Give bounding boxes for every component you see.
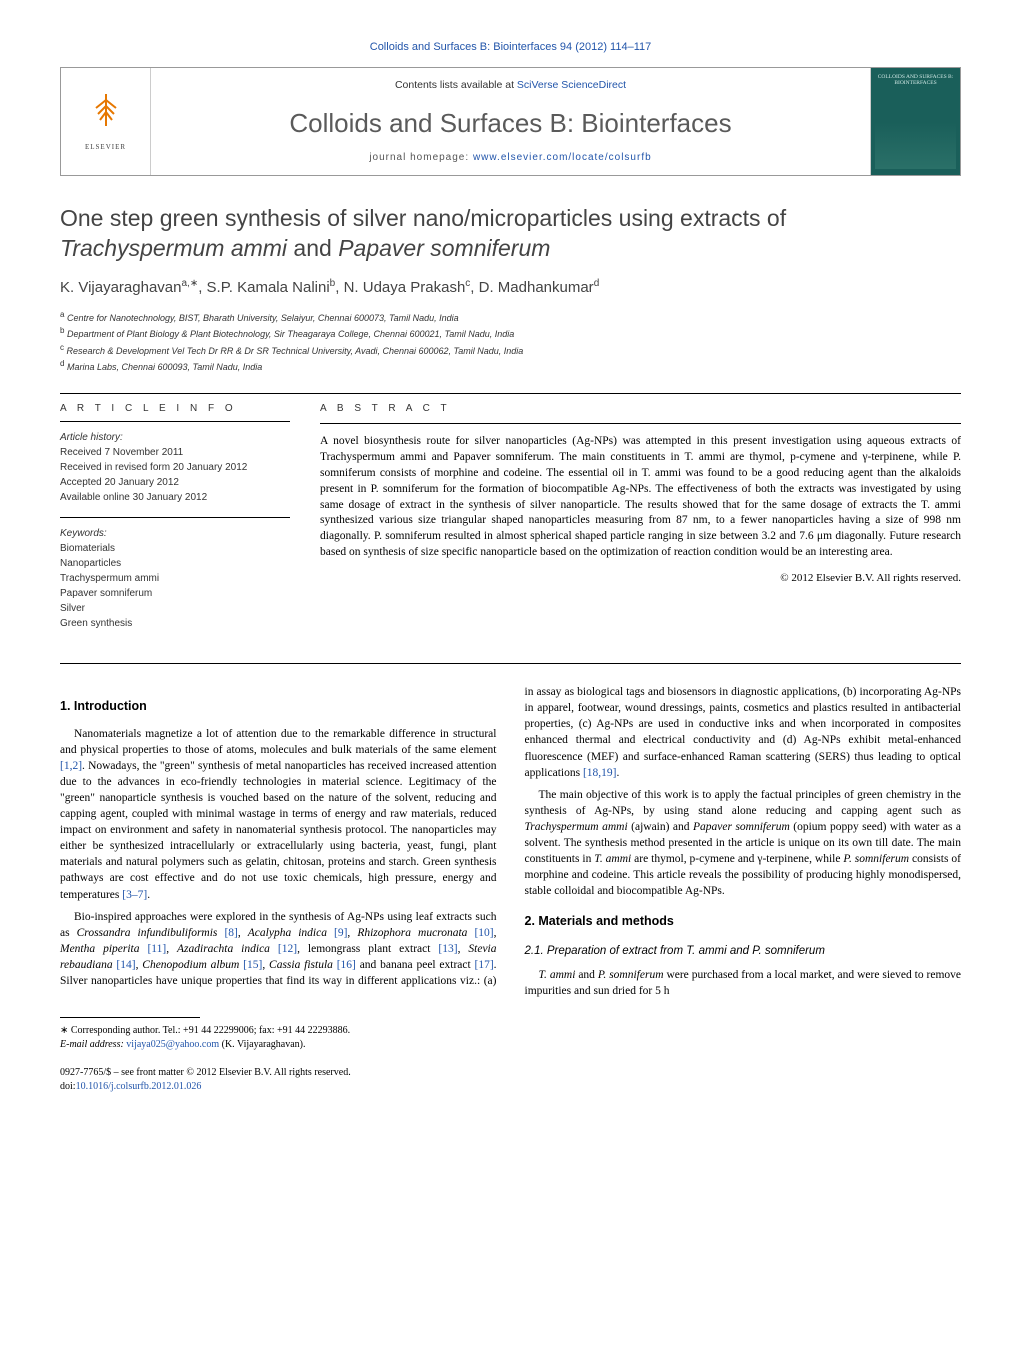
history-item: Available online 30 January 2012 [60, 490, 290, 505]
footnote-rule [60, 1017, 200, 1018]
section-2-1-heading: 2.1. Preparation of extract from T. ammi… [525, 943, 962, 959]
title-text-1: One step green synthesis of silver nano/… [60, 205, 786, 231]
keyword: Nanoparticles [60, 556, 290, 571]
front-matter-line: 0927-7765/$ – see front matter © 2012 El… [60, 1066, 961, 1080]
elsevier-tree-icon [86, 90, 126, 141]
doi-line: doi:10.1016/j.colsurfb.2012.01.026 [60, 1080, 961, 1094]
keyword: Papaver somniferum [60, 586, 290, 601]
abstract-heading: a b s t r a c t [320, 402, 961, 416]
cover-title-text: COLLOIDS AND SURFACES B: BIOINTERFACES [875, 74, 956, 87]
journal-name: Colloids and Surfaces B: Biointerfaces [171, 106, 850, 141]
history-item: Received 7 November 2011 [60, 445, 290, 460]
info-rule [60, 517, 290, 518]
journal-cover-thumb: COLLOIDS AND SURFACES B: BIOINTERFACES [870, 68, 960, 175]
author-list: K. Vijayaraghavana,∗, S.P. Kamala Nalini… [60, 277, 961, 298]
info-abstract-row: a r t i c l e i n f o Article history: R… [60, 402, 961, 644]
keywords-block: Keywords: Biomaterials Nanoparticles Tra… [60, 526, 290, 631]
section-1-para-1: Nanomaterials magnetize a lot of attenti… [60, 726, 497, 903]
homepage-line: journal homepage: www.elsevier.com/locat… [171, 151, 850, 165]
corresponding-author-footnote: ∗ Corresponding author. Tel.: +91 44 222… [60, 1024, 961, 1052]
body-two-column: 1. Introduction Nanomaterials magnetize … [60, 684, 961, 999]
section-2-1-para-1: T. ammi and P. somniferum were purchased… [525, 967, 962, 999]
article-title: One step green synthesis of silver nano/… [60, 204, 961, 264]
footnote-email-tail: (K. Vijayaraghavan). [219, 1039, 305, 1050]
rule-top [60, 393, 961, 394]
elsevier-logo: ELSEVIER [76, 91, 136, 151]
article-info-heading: a r t i c l e i n f o [60, 402, 290, 416]
keyword: Trachyspermum ammi [60, 571, 290, 586]
affiliations: a Centre for Nanotechnology, BIST, Bhara… [60, 309, 961, 375]
footnote-text: Corresponding author. Tel.: +91 44 22299… [68, 1025, 350, 1036]
abstract-text: A novel biosynthesis route for silver na… [320, 434, 961, 561]
article-info-column: a r t i c l e i n f o Article history: R… [60, 402, 290, 644]
header-center: Contents lists available at SciVerse Sci… [151, 68, 870, 175]
title-species-2: Papaver somniferum [338, 235, 550, 261]
article-history-block: Article history: Received 7 November 201… [60, 430, 290, 505]
section-1-heading: 1. Introduction [60, 698, 497, 716]
section-1-para-3: The main objective of this work is to ap… [525, 787, 962, 900]
keyword: Green synthesis [60, 616, 290, 631]
contents-prefix: Contents lists available at [395, 79, 517, 91]
contents-available-line: Contents lists available at SciVerse Sci… [171, 78, 850, 92]
history-item: Accepted 20 January 2012 [60, 475, 290, 490]
footnote-email-link[interactable]: vijaya025@yahoo.com [126, 1039, 219, 1050]
homepage-prefix: journal homepage: [369, 152, 473, 163]
keyword: Silver [60, 601, 290, 616]
abstract-column: a b s t r a c t A novel biosynthesis rou… [320, 402, 961, 644]
doi-label: doi: [60, 1081, 76, 1092]
abstract-copyright: © 2012 Elsevier B.V. All rights reserved… [320, 571, 961, 586]
title-and: and [287, 235, 338, 261]
bottom-matter: 0927-7765/$ – see front matter © 2012 El… [60, 1066, 961, 1094]
cover-image-area [875, 91, 956, 169]
publisher-logo-cell: ELSEVIER [61, 68, 151, 175]
history-item: Received in revised form 20 January 2012 [60, 460, 290, 475]
homepage-link[interactable]: www.elsevier.com/locate/colsurfb [473, 152, 652, 163]
running-head: Colloids and Surfaces B: Biointerfaces 9… [60, 40, 961, 55]
footnote-email-label: E-mail address: [60, 1039, 126, 1050]
keyword: Biomaterials [60, 541, 290, 556]
info-rule [60, 421, 290, 422]
publisher-name: ELSEVIER [85, 143, 126, 152]
journal-header: ELSEVIER Contents lists available at Sci… [60, 67, 961, 176]
title-species-1: Trachyspermum ammi [60, 235, 287, 261]
rule-bottom [60, 663, 961, 664]
sciencedirect-link[interactable]: SciVerse ScienceDirect [517, 79, 626, 91]
keywords-label: Keywords: [60, 526, 290, 541]
section-2-heading: 2. Materials and methods [525, 913, 962, 931]
history-label: Article history: [60, 430, 290, 445]
doi-link[interactable]: 10.1016/j.colsurfb.2012.01.026 [76, 1081, 202, 1092]
abstract-rule [320, 423, 961, 424]
